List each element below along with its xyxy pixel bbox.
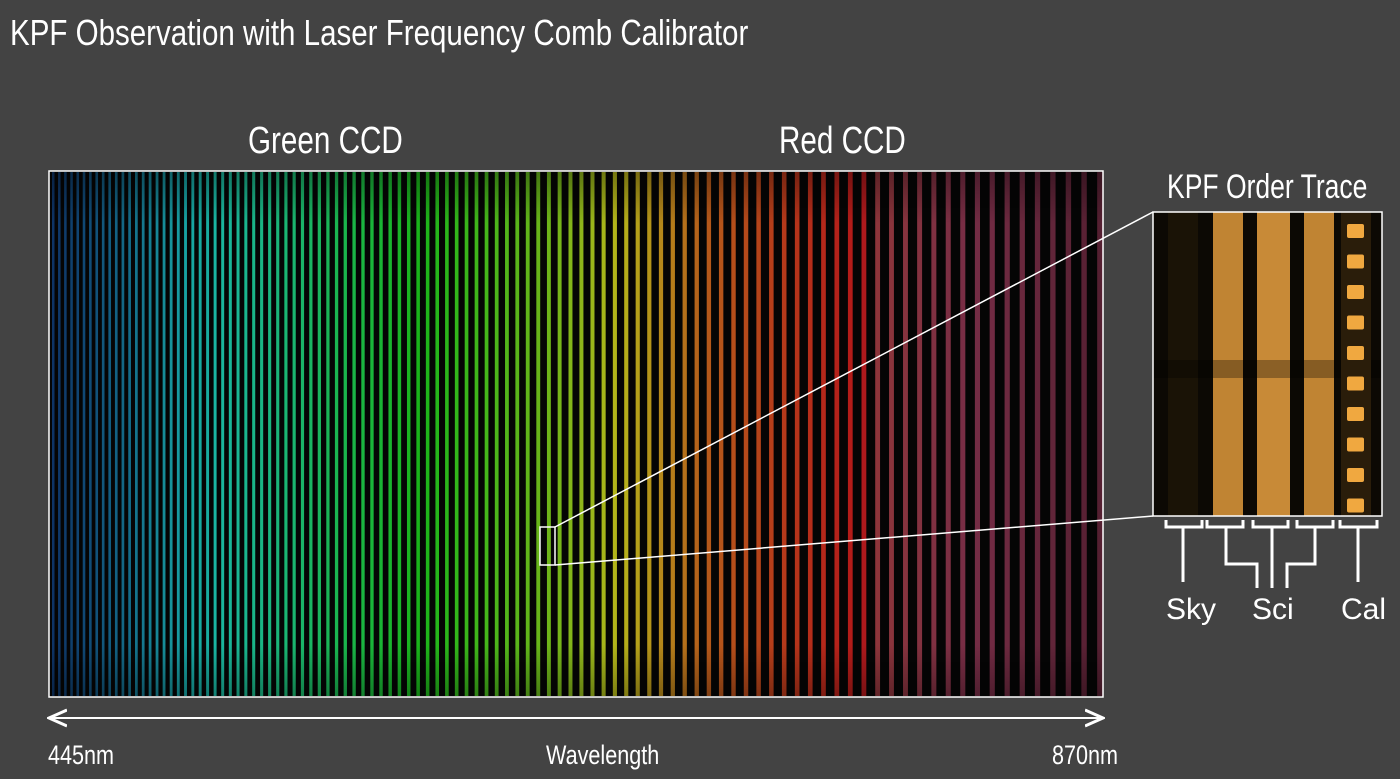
sci-fiber-trace-1	[1213, 212, 1243, 516]
zoom-line-top	[554, 211, 1154, 528]
sky-bracket	[1164, 520, 1204, 582]
comb-spot	[1347, 224, 1364, 238]
zoom-region-box	[539, 526, 556, 566]
green-ccd-label: Green CCD	[248, 120, 403, 162]
sci-bracket-1	[1205, 520, 1259, 588]
comb-spot	[1347, 285, 1364, 299]
ccd-frame	[48, 170, 1104, 698]
inset-title: KPF Order Trace	[1167, 168, 1368, 206]
sci-label: Sci	[1252, 593, 1294, 626]
ccd-vignette	[49, 171, 1103, 697]
sci-bracket-3	[1285, 520, 1335, 588]
axis-max-label: 870nm	[1052, 740, 1119, 770]
sky-fiber-trace	[1168, 212, 1198, 516]
cal-comb-spots	[1347, 224, 1364, 513]
sky-label: Sky	[1166, 593, 1217, 626]
fiber-brackets	[1164, 520, 1379, 588]
axis-label: Wavelength	[546, 740, 660, 770]
comb-spot	[1347, 468, 1364, 482]
sci-bracket-2	[1251, 520, 1290, 588]
comb-spot	[1347, 437, 1364, 452]
inset-frame	[1152, 211, 1383, 517]
comb-spot	[1347, 376, 1364, 391]
comb-spot	[1347, 346, 1364, 360]
figure-title: KPF Observation with Laser Frequency Com…	[10, 12, 749, 53]
cal-label: Cal	[1341, 593, 1387, 626]
zoom-line-bottom	[554, 515, 1154, 566]
axis-min-label: 445nm	[48, 740, 115, 770]
sci-fiber-trace-3	[1304, 212, 1334, 516]
comb-spot	[1347, 407, 1364, 421]
order-trace-inset	[1152, 211, 1383, 517]
cal-bracket	[1338, 520, 1379, 582]
comb-spot	[1347, 254, 1364, 269]
sci-fiber-trace-2	[1257, 212, 1290, 516]
red-ccd-label: Red CCD	[779, 120, 906, 162]
comb-spot	[1347, 315, 1364, 330]
comb-spot	[1347, 498, 1364, 513]
